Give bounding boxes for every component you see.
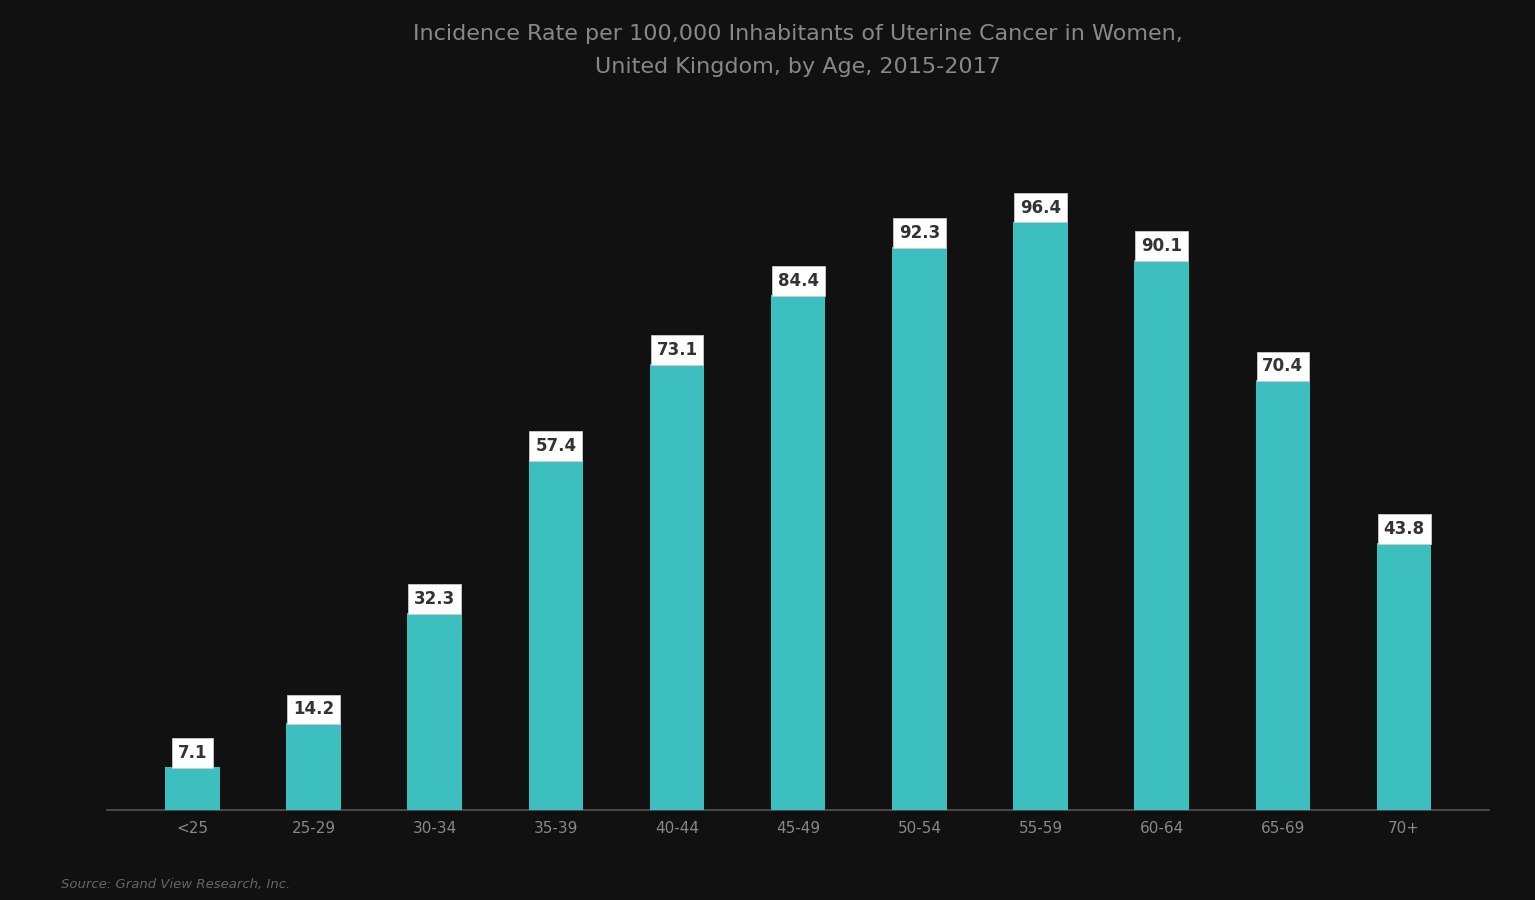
Bar <box>286 724 341 810</box>
Text: 92.3: 92.3 <box>900 224 939 242</box>
Bar <box>1377 543 1432 810</box>
Text: 73.1: 73.1 <box>657 341 697 359</box>
Bar <box>1013 221 1068 810</box>
Bar <box>892 247 947 810</box>
Text: 14.2: 14.2 <box>293 700 335 718</box>
Text: 7.1: 7.1 <box>178 743 207 761</box>
Title: Incidence Rate per 100,000 Inhabitants of Uterine Cancer in Women,
United Kingdo: Incidence Rate per 100,000 Inhabitants o… <box>413 24 1183 77</box>
Bar <box>1256 381 1311 810</box>
Bar <box>166 767 220 810</box>
Bar <box>528 460 583 810</box>
Bar <box>649 364 705 810</box>
Bar <box>407 613 462 810</box>
Text: 96.4: 96.4 <box>1019 199 1061 217</box>
Bar <box>1134 260 1190 810</box>
Text: Source: Grand View Research, Inc.: Source: Grand View Research, Inc. <box>61 878 290 891</box>
Bar <box>771 295 826 810</box>
Text: 70.4: 70.4 <box>1262 357 1303 375</box>
Text: 90.1: 90.1 <box>1141 237 1182 255</box>
Text: 57.4: 57.4 <box>536 436 577 454</box>
Text: 32.3: 32.3 <box>414 590 456 608</box>
Text: 43.8: 43.8 <box>1383 519 1424 537</box>
Text: 84.4: 84.4 <box>778 272 818 290</box>
